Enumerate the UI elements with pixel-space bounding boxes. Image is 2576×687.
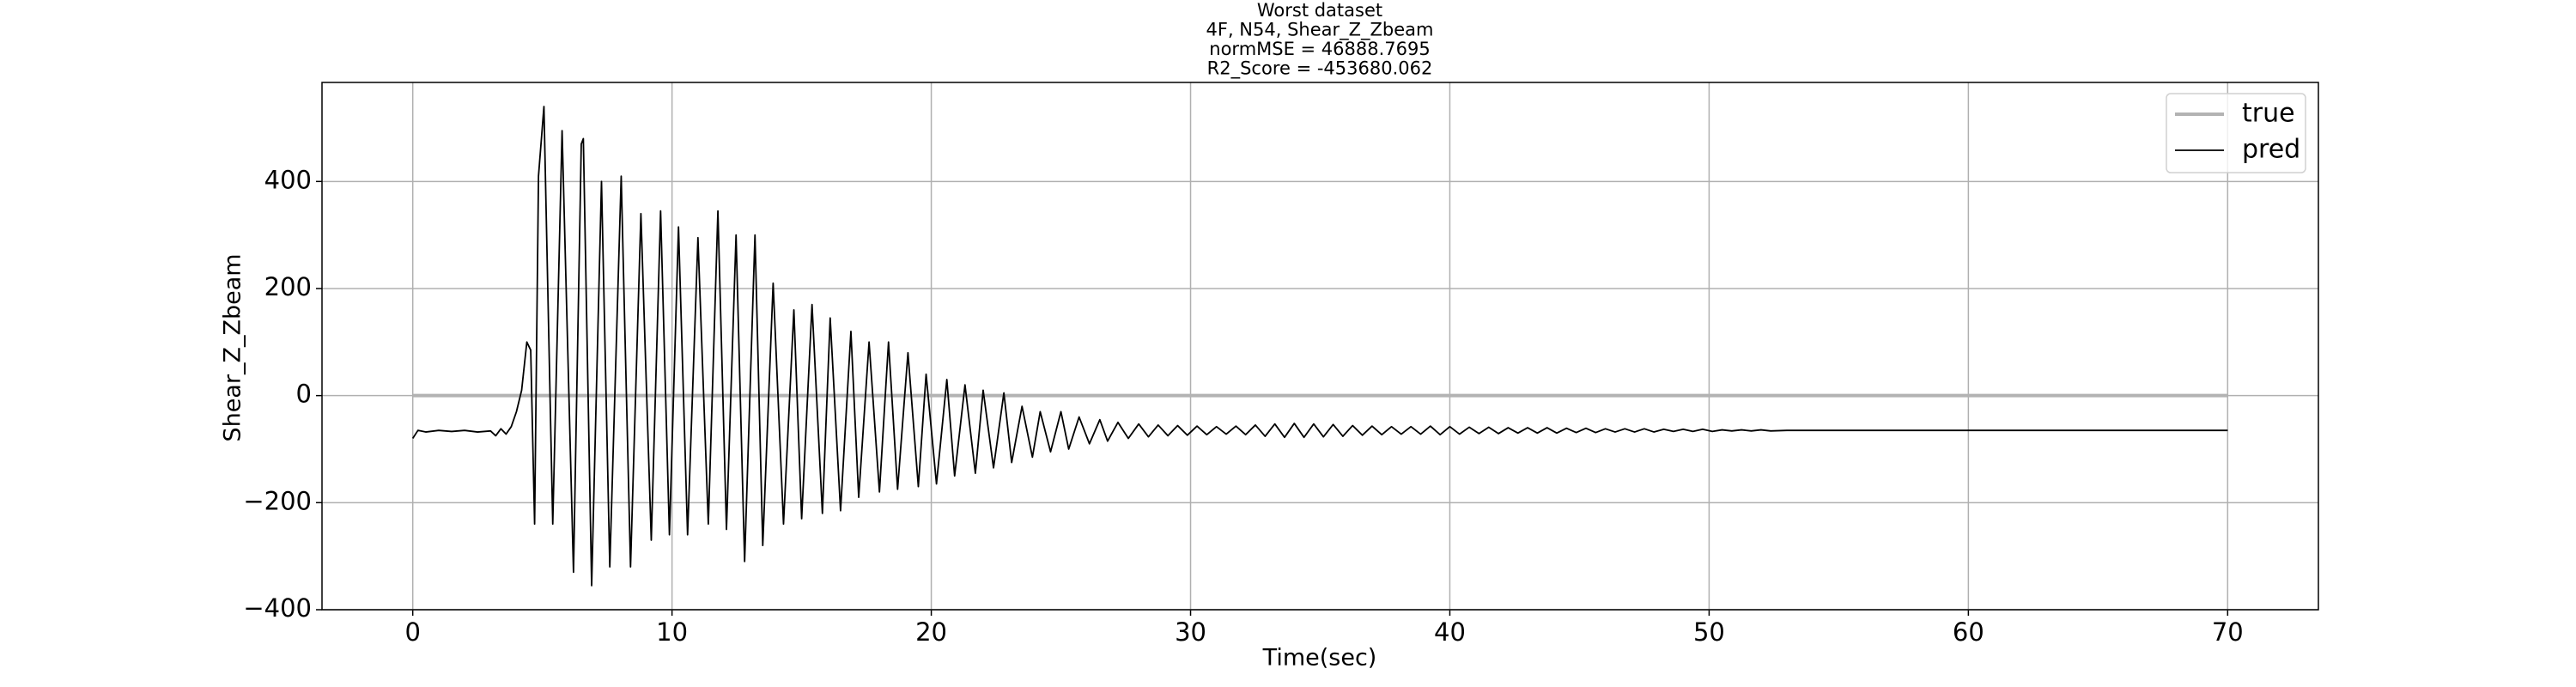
legend-label: true <box>2242 99 2295 129</box>
chart-title: 4F, N54, Shear_Z_Zbeam <box>1206 20 1434 41</box>
y-tick-label: −200 <box>243 486 312 515</box>
y-tick-label: 200 <box>264 272 312 301</box>
x-tick-label: 20 <box>915 617 947 647</box>
legend: true pred <box>2166 93 2306 173</box>
y-tick-label: 400 <box>264 165 312 194</box>
x-tick-label: 70 <box>2212 617 2244 647</box>
x-tick-label: 60 <box>1953 617 1984 647</box>
legend-label: pred <box>2242 135 2300 165</box>
x-tick-label: 30 <box>1175 617 1206 647</box>
chart-title: Worst dataset <box>1257 0 1382 21</box>
y-tick-label: −400 <box>243 593 312 623</box>
x-tick-label: 0 <box>404 617 420 647</box>
chart-title: normMSE = 46888.7695 <box>1209 39 1430 59</box>
x-axis-label: Time(sec) <box>1262 645 1377 672</box>
plot-frame <box>321 82 2319 611</box>
x-tick-label: 40 <box>1434 617 1466 647</box>
y-tick-label: 0 <box>296 380 312 409</box>
x-tick-label: 50 <box>1693 617 1725 647</box>
chart-title: R2_Score = -453680.062 <box>1207 58 1433 80</box>
line-1 <box>411 106 2228 587</box>
x-tick-label: 10 <box>656 617 688 647</box>
y-axis-label: Shear_Z_Zbeam <box>220 253 246 441</box>
